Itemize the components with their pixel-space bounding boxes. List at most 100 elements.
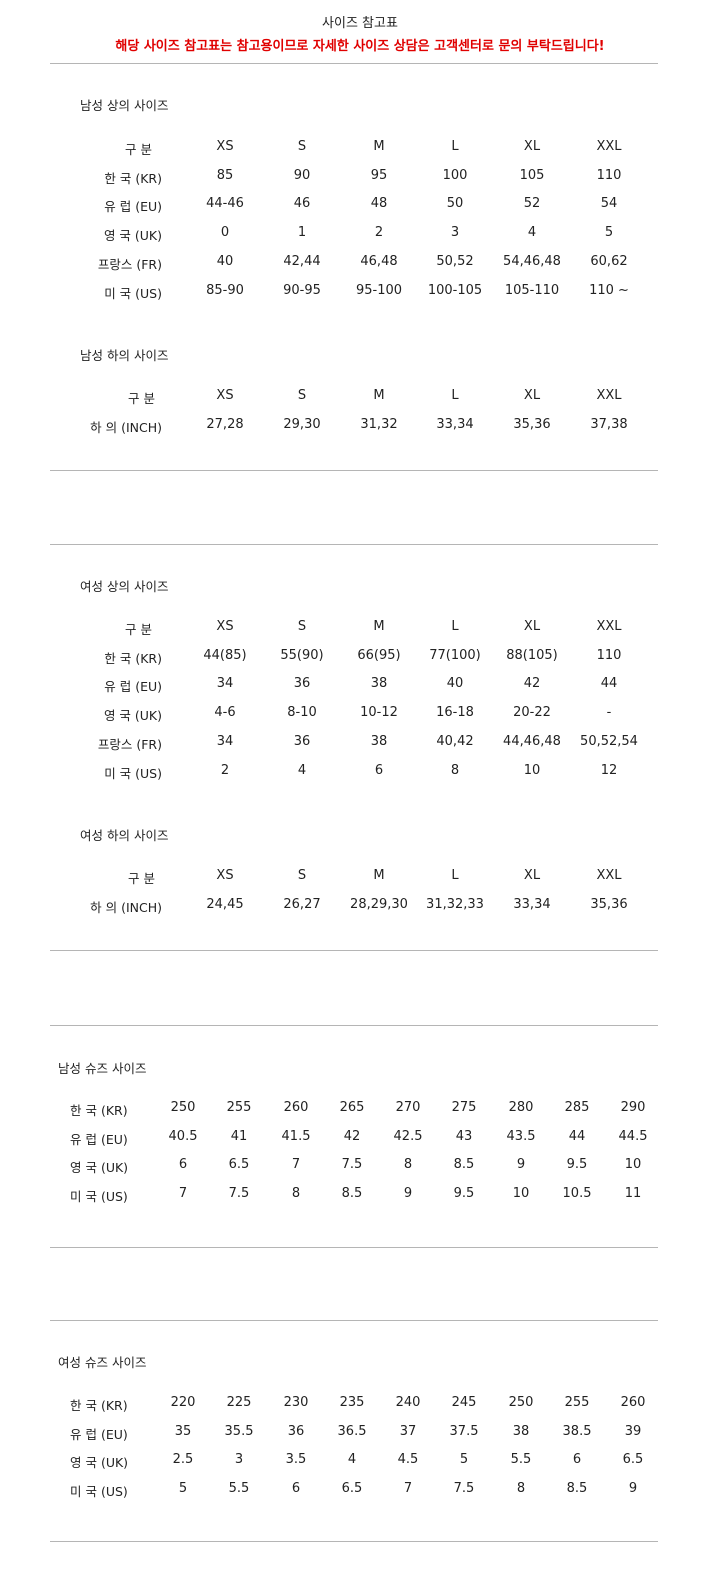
table-cell: 4.5 bbox=[397, 1452, 419, 1468]
table-cell: 40 bbox=[216, 253, 234, 269]
column-header: XXL bbox=[596, 139, 622, 154]
table-cell: 44(85) bbox=[203, 647, 247, 663]
table-cell: 88(105) bbox=[506, 647, 558, 663]
table-cell: 35,36 bbox=[590, 896, 628, 912]
table-cell: 90 bbox=[293, 167, 311, 183]
column-header: M bbox=[373, 139, 385, 154]
column-header: L bbox=[451, 139, 459, 154]
table-cell: 260 bbox=[620, 1395, 646, 1410]
table-cell: 2.5 bbox=[172, 1452, 194, 1468]
row-label: 하 의 (INCH) bbox=[90, 419, 162, 435]
table-cell: 230 bbox=[283, 1395, 309, 1410]
table-cell: 20-22 bbox=[513, 705, 551, 721]
column-header: L bbox=[451, 868, 459, 883]
table-cell: 4 bbox=[527, 225, 537, 241]
table-cell: 37,38 bbox=[590, 416, 628, 432]
table-cell: 4 bbox=[347, 1452, 357, 1468]
row-label: 영 국 (UK) bbox=[70, 1160, 129, 1176]
column-header: XXL bbox=[596, 388, 622, 403]
column-header: S bbox=[297, 868, 307, 883]
table-cell: 66(95) bbox=[357, 647, 401, 663]
table-cell: 7.5 bbox=[341, 1157, 363, 1173]
table-cell: 110 bbox=[596, 647, 622, 663]
table-cell: 9 bbox=[516, 1157, 526, 1173]
table-cell: 42.5 bbox=[393, 1128, 423, 1144]
section-heading: 여성 하의 사이즈 bbox=[80, 828, 169, 843]
table-cell: 31,32,33 bbox=[426, 896, 484, 912]
table-cell: 38 bbox=[370, 676, 388, 692]
column-header: L bbox=[451, 388, 459, 403]
table-cell: 12 bbox=[600, 762, 618, 778]
table-cell: 255 bbox=[226, 1100, 252, 1115]
column-header: M bbox=[373, 619, 385, 634]
table-cell: 9.5 bbox=[453, 1186, 475, 1202]
divider bbox=[50, 544, 658, 545]
table-cell: 255 bbox=[564, 1395, 590, 1410]
column-header: XXL bbox=[596, 868, 622, 883]
column-header: M bbox=[373, 868, 385, 883]
table-cell: 220 bbox=[170, 1395, 196, 1410]
table-cell: 33,34 bbox=[513, 896, 551, 912]
table-cell: 110 bbox=[596, 167, 622, 183]
table-cell: 245 bbox=[451, 1395, 477, 1410]
table-cell: 8 bbox=[450, 762, 460, 778]
table-cell: 42,44 bbox=[283, 253, 321, 269]
table-cell: 8-10 bbox=[287, 705, 317, 721]
row-label: 영 국 (UK) bbox=[103, 228, 162, 244]
table-cell: 44-46 bbox=[206, 196, 244, 212]
table-cell: 10 bbox=[512, 1186, 530, 1202]
row-label: 미 국 (US) bbox=[104, 765, 162, 781]
section-heading: 남성 하의 사이즈 bbox=[80, 348, 169, 363]
table-cell: 43 bbox=[455, 1128, 473, 1144]
table-cell: 260 bbox=[283, 1100, 309, 1115]
column-header: XS bbox=[216, 868, 234, 883]
table-cell: 275 bbox=[451, 1100, 477, 1115]
table-cell: 5.5 bbox=[510, 1452, 532, 1468]
table-cell: 54 bbox=[600, 196, 618, 212]
row-label: 유 럽 (EU) bbox=[104, 199, 162, 215]
table-cell: 50,52 bbox=[436, 253, 474, 269]
table-cell: 0 bbox=[220, 225, 230, 241]
table-cell: 48 bbox=[370, 196, 388, 212]
table-cell: 41.5 bbox=[281, 1128, 311, 1144]
divider bbox=[50, 1320, 658, 1321]
table-cell: 250 bbox=[170, 1100, 196, 1115]
row-label: 프랑스 (FR) bbox=[97, 256, 162, 272]
column-header: S bbox=[297, 139, 307, 154]
table-cell: 9 bbox=[628, 1481, 638, 1497]
column-header: XS bbox=[216, 139, 234, 154]
table-cell: 4-6 bbox=[214, 705, 236, 721]
table-cell: 38 bbox=[512, 1423, 530, 1439]
table-cell: 6 bbox=[374, 762, 384, 778]
column-header: M bbox=[373, 388, 385, 403]
row-label: 유 럽 (EU) bbox=[70, 1131, 128, 1147]
table-cell: 37 bbox=[399, 1423, 417, 1439]
table-cell: 85-90 bbox=[206, 282, 244, 298]
table-cell: 250 bbox=[508, 1395, 534, 1410]
table-cell: 290 bbox=[620, 1100, 646, 1115]
section-heading: 남성 상의 사이즈 bbox=[80, 98, 169, 113]
table-cell: 41 bbox=[230, 1128, 248, 1144]
table-cell: 29,30 bbox=[283, 416, 321, 432]
row-label: 유 럽 (EU) bbox=[104, 679, 162, 695]
table-cell: 33,34 bbox=[436, 416, 474, 432]
table-cell: 8 bbox=[291, 1186, 301, 1202]
table-cell: 7 bbox=[178, 1186, 188, 1202]
table-cell: 7.5 bbox=[228, 1186, 250, 1202]
table-cell: 8 bbox=[403, 1157, 413, 1173]
row-label: 한 국 (KR) bbox=[104, 650, 162, 666]
table-cell: 44.5 bbox=[618, 1128, 648, 1144]
page-title: 사이즈 참고표 bbox=[322, 16, 398, 31]
table-cell: 5 bbox=[459, 1452, 469, 1468]
row-label: 영 국 (UK) bbox=[70, 1455, 129, 1471]
table-cell: 8 bbox=[516, 1481, 526, 1497]
table-cell: 5 bbox=[178, 1481, 188, 1497]
column-header: XS bbox=[216, 388, 234, 403]
divider bbox=[50, 1541, 658, 1542]
table-cell: 44,46,48 bbox=[503, 733, 561, 749]
table-cell: 85 bbox=[216, 167, 234, 183]
table-cell: 77(100) bbox=[429, 647, 481, 663]
table-cell: 16-18 bbox=[436, 705, 474, 721]
table-cell: 9.5 bbox=[566, 1157, 588, 1173]
table-cell: 2 bbox=[220, 762, 230, 778]
